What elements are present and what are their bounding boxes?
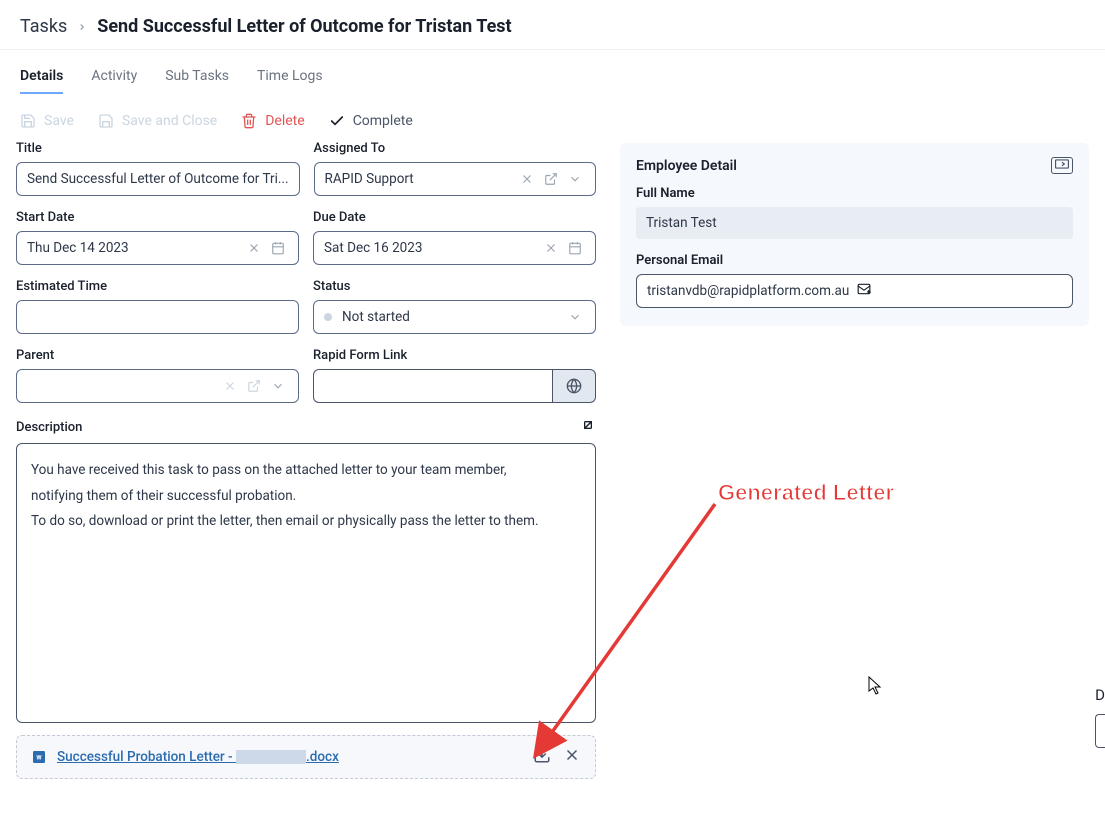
chevron-down-icon[interactable] xyxy=(565,310,585,324)
breadcrumb: Tasks Send Successful Letter of Outcome … xyxy=(0,0,1105,50)
description-textarea[interactable]: You have received this task to pass on t… xyxy=(16,443,596,723)
email-input[interactable]: tristanvdb@rapidplatform.com.au xyxy=(636,274,1073,308)
save-button[interactable]: Save xyxy=(20,113,74,129)
status-dot-icon xyxy=(324,313,332,321)
rapid-link-label: Rapid Form Link xyxy=(313,348,596,363)
tab-timelogs[interactable]: Time Logs xyxy=(257,68,323,94)
close-icon[interactable] xyxy=(563,746,581,768)
email-label: Personal Email xyxy=(636,253,1073,268)
attachment-prefix: Successful Probation Letter - xyxy=(57,749,236,765)
clear-icon[interactable] xyxy=(220,379,240,393)
email-value: tristanvdb@rapidplatform.com.au xyxy=(647,283,855,299)
toolbar: Save Save and Close Delete Complete xyxy=(0,95,1105,141)
status-value: Not started xyxy=(342,309,561,325)
attachment-link[interactable]: Successful Probation Letter - .docx xyxy=(57,749,523,765)
calendar-icon[interactable] xyxy=(268,241,288,255)
status-label: Status xyxy=(313,279,596,294)
tab-details[interactable]: Details xyxy=(20,68,63,94)
breadcrumb-title: Send Successful Letter of Outcome for Tr… xyxy=(97,16,511,37)
delete-button[interactable]: Delete xyxy=(241,113,304,129)
globe-icon[interactable] xyxy=(552,369,596,403)
calendar-icon[interactable] xyxy=(565,241,585,255)
title-input[interactable]: Send Successful Letter of Outcome for Tr… xyxy=(16,162,300,196)
fullname-label: Full Name xyxy=(636,186,1073,201)
expand-icon[interactable] xyxy=(580,417,596,437)
start-date-value: Thu Dec 14 2023 xyxy=(27,240,240,256)
description-line: To do so, download or print the letter, … xyxy=(31,509,581,535)
description-line: notifying them of their successful proba… xyxy=(31,484,581,510)
panel-title: Employee Detail xyxy=(636,158,737,174)
assigned-label: Assigned To xyxy=(314,141,596,156)
parent-label: Parent xyxy=(16,348,299,363)
download-icon[interactable] xyxy=(533,746,551,768)
assigned-value: RAPID Support xyxy=(325,171,513,187)
parent-input[interactable] xyxy=(16,369,299,403)
title-label: Title xyxy=(16,141,300,156)
status-select[interactable]: Not started xyxy=(313,300,596,334)
goto-icon[interactable] xyxy=(1051,157,1073,174)
cutoff-label: D xyxy=(1095,686,1105,704)
open-icon[interactable] xyxy=(244,379,264,393)
save-label: Save xyxy=(44,113,74,129)
clear-icon[interactable] xyxy=(541,241,561,255)
due-date-label: Due Date xyxy=(313,210,596,225)
save-close-button[interactable]: Save and Close xyxy=(98,113,217,129)
annotation-label: Generated Letter xyxy=(718,480,894,506)
start-date-input[interactable]: Thu Dec 14 2023 xyxy=(16,231,299,265)
breadcrumb-root[interactable]: Tasks xyxy=(20,16,67,37)
open-icon[interactable] xyxy=(541,172,561,186)
estimated-time-input[interactable] xyxy=(16,300,299,334)
tabs: Details Activity Sub Tasks Time Logs xyxy=(0,50,1105,95)
svg-text:W: W xyxy=(36,755,42,762)
complete-button[interactable]: Complete xyxy=(329,113,413,129)
chevron-right-icon xyxy=(77,16,87,37)
employee-detail-panel: Employee Detail Full Name Tristan Test P… xyxy=(620,143,1089,326)
tab-subtasks[interactable]: Sub Tasks xyxy=(165,68,229,94)
chevron-down-icon[interactable] xyxy=(565,172,585,186)
attachment-row: W Successful Probation Letter - .docx xyxy=(16,735,596,779)
docx-icon: W xyxy=(31,749,47,765)
delete-label: Delete xyxy=(265,113,304,129)
attachment-suffix: .docx xyxy=(306,749,339,765)
description-line: You have received this task to pass on t… xyxy=(31,458,581,484)
start-date-label: Start Date xyxy=(16,210,299,225)
tab-activity[interactable]: Activity xyxy=(91,68,137,94)
title-value: Send Successful Letter of Outcome for Tr… xyxy=(27,171,289,187)
due-date-value: Sat Dec 16 2023 xyxy=(324,240,537,256)
rapid-form-link-input[interactable] xyxy=(313,369,596,403)
estimated-time-label: Estimated Time xyxy=(16,279,299,294)
complete-label: Complete xyxy=(353,113,413,129)
mail-send-icon[interactable] xyxy=(855,282,1063,300)
description-label: Description xyxy=(16,420,82,435)
cursor-icon xyxy=(868,676,884,700)
chevron-down-icon[interactable] xyxy=(268,379,288,393)
cutoff-input xyxy=(1095,714,1105,748)
due-date-input[interactable]: Sat Dec 16 2023 xyxy=(313,231,596,265)
assigned-input[interactable]: RAPID Support xyxy=(314,162,596,196)
save-close-label: Save and Close xyxy=(122,113,217,129)
redacted-area xyxy=(236,750,306,764)
clear-icon[interactable] xyxy=(244,241,264,255)
clear-icon[interactable] xyxy=(517,172,537,186)
fullname-value: Tristan Test xyxy=(636,207,1073,239)
